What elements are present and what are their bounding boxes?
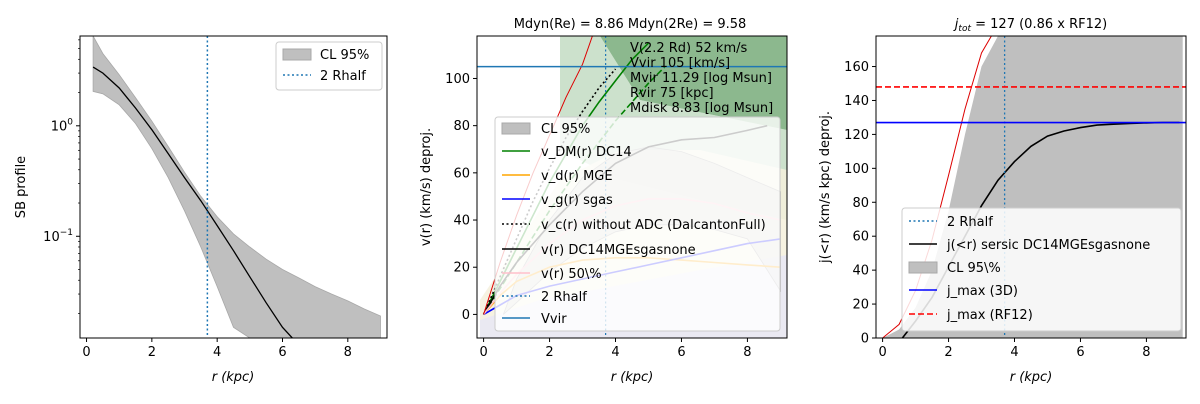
- p2-xtick-label: 6: [1076, 345, 1084, 360]
- p1-legend-band-swatch: [501, 122, 531, 135]
- p2-legend-2: CL 95\%: [947, 261, 1001, 276]
- p0-ylabel: SB profile: [14, 156, 29, 218]
- p0-confidence-band: [92, 36, 381, 338]
- p1-xtick-label: 2: [545, 345, 553, 360]
- p2-xtick-label: 0: [878, 345, 886, 360]
- p1-legend-3: v_g(r) sgas: [541, 193, 613, 208]
- p2-legend-0: 2 Rhalf: [947, 215, 993, 230]
- p2-legend-band-swatch: [908, 261, 938, 274]
- panel-angular-momentum: 0 2 4 6 8 0 20 40 60 80 100 120 140 160 jtot = 127 (…: [818, 17, 1187, 385]
- p1-ytick-label: 20: [453, 261, 470, 276]
- p0-legend-band-swatch: [282, 48, 312, 61]
- p1-legend: CL 95% v_DM(r) DC14 v_d(r) MGE v_g(r) sg…: [494, 116, 781, 332]
- p2-ytick-label: 100: [844, 162, 869, 177]
- p2-legend-1: j(<r) sersic DC14MGEsgasnone: [946, 238, 1150, 253]
- p2-title: jtot = 127 (0.86 x RF12): [953, 17, 1107, 34]
- p1-annotation-3: Rvir 75 [kpc]: [630, 86, 714, 101]
- p1-legend-7: 2 Rhalf: [541, 290, 587, 305]
- p2-ytick-label: 20: [852, 298, 869, 313]
- p1-ytick-label: 80: [453, 119, 470, 134]
- p2-xtick-label: 4: [1010, 345, 1018, 360]
- p1-annotation-1: Vvir 105 [km/s]: [630, 56, 730, 71]
- p1-annotation-0: V(2.2 Rd) 52 km/s: [630, 41, 748, 56]
- p1-ytick-label: 40: [453, 214, 470, 229]
- p2-ytick-label: 80: [852, 196, 869, 211]
- p1-annotation-4: Mdisk 8.83 [log Msun]: [630, 101, 773, 116]
- p1-xtick-label: 0: [479, 345, 487, 360]
- p2-ytick-label: 120: [844, 128, 869, 143]
- p2-ytick-label: 40: [852, 264, 869, 279]
- p1-legend-8: Vvir: [541, 312, 567, 327]
- p2-legend-4: j_max (RF12): [946, 308, 1033, 323]
- p2-ytick-label: 160: [844, 60, 869, 75]
- p2-ytick-label: 60: [852, 230, 869, 245]
- p0-legend-band-label: CL 95%: [320, 48, 369, 63]
- p1-ytick-label: 0: [462, 308, 470, 323]
- p0-xtick-label: 6: [278, 345, 286, 360]
- p2-legend: 2 Rhalf j(<r) sersic DC14MGEsgasnone CL …: [901, 207, 1182, 332]
- p2-ytick-label: 140: [844, 94, 869, 109]
- p1-annotations: V(2.2 Rd) 52 km/s Vvir 105 [km/s] Mvir 1…: [630, 41, 773, 116]
- p0-ytick-label: 10−1: [43, 228, 73, 245]
- p1-legend-1: v_DM(r) DC14: [541, 145, 632, 160]
- p0-legend-vline-label: 2 Rhalf: [320, 69, 366, 84]
- p1-annotation-2: Mvir 11.29 [log Msun]: [630, 71, 772, 86]
- p2-legend-3: j_max (3D): [946, 284, 1018, 299]
- p1-legend-6: v(r) 50\%: [541, 267, 602, 282]
- p1-xlabel: r (kpc): [611, 370, 654, 385]
- p0-xlabel: r (kpc): [212, 370, 255, 385]
- p2-ylabel: j(<r) (km/s kpc) deproj.: [818, 111, 833, 264]
- p0-xtick-label: 4: [213, 345, 221, 360]
- p1-xtick-label: 8: [743, 345, 751, 360]
- p2-xtick-label: 8: [1142, 345, 1150, 360]
- p0-median-line: [92, 66, 293, 338]
- p1-legend-2: v_d(r) MGE: [541, 169, 613, 184]
- p1-legend-4: v_c(r) without ADC (DalcantonFull): [541, 218, 766, 233]
- p1-xtick-label: 4: [611, 345, 619, 360]
- p1-legend-0: CL 95%: [541, 122, 590, 137]
- p1-title: Mdyn(Re) = 8.86 Mdyn(2Re) = 9.58: [514, 17, 747, 32]
- p0-ytick-label: 100: [51, 117, 74, 134]
- p1-xtick-label: 6: [677, 345, 685, 360]
- p0-legend: CL 95% 2 Rhalf: [275, 41, 383, 91]
- p1-legend-5: v(r) DC14MGEsgasnone: [541, 243, 696, 258]
- p1-ylabel: v(r) (km/s) deproj.: [419, 128, 434, 246]
- p1-ytick-label: 100: [445, 72, 470, 87]
- p2-xlabel: r (kpc): [1010, 370, 1053, 385]
- p2-xtick-label: 2: [944, 345, 952, 360]
- panel-sb-profile: 0 2 4 6 8 10−1 100 r (kpc) SB profile CL 95% …: [14, 35, 388, 385]
- p2-green-fill: [477, 36, 787, 130]
- panel-velocity: 0 2 4 6 8 0 20 40 60 80 100 Mdyn(Re) = 8.86 Mdyn(…: [419, 17, 788, 385]
- p2-ytick-label: 0: [861, 332, 869, 347]
- p0-xtick-label: 0: [82, 345, 90, 360]
- p0-xtick-label: 8: [344, 345, 352, 360]
- p1-ytick-label: 60: [453, 166, 470, 181]
- p0-xtick-label: 2: [148, 345, 156, 360]
